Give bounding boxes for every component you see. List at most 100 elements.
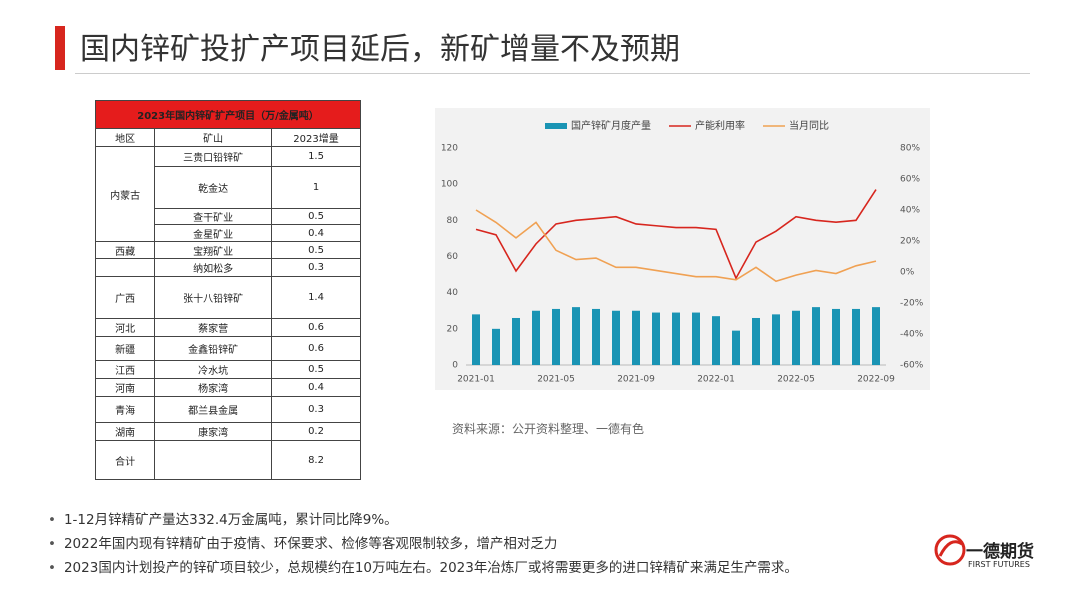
bar [472,314,480,365]
region-cell: 河南 [94,378,156,397]
bullet: 2022年国内现有锌精矿由于疫情、环保要求、检修等客观限制较多，增产相对乏力 [48,532,798,556]
bar [692,312,700,365]
mine-cell: 纳如松多 [154,258,273,277]
bar [732,330,740,365]
title-accent [55,26,65,70]
project-table: 2023年国内锌矿扩产项目（万/金属吨） 地区 矿山 2023增量 内蒙古 三贵口铅锌矿 1… [94,100,361,480]
source-note: 资料来源：公开资料整理、一德有色 [452,422,645,436]
total-row: 合计 8.2 [94,440,361,480]
line-series [475,209,877,283]
region-cell: 广西 [94,276,156,319]
table-row: 乾金达 1 [96,166,361,209]
value-cell: 0.2 [271,422,361,441]
x-tick-label: 2022-09 [857,375,895,385]
bar [512,317,520,365]
y2-tick-label: 80% [900,144,920,154]
x-tick-label: 2021-05 [537,375,575,385]
bullet: 1-12月锌精矿产量达332.4万金属吨，累计同比降9%。 [48,508,798,532]
bullet: 2023国内计划投产的锌矿项目较少，总规模约在10万吨左右。2023年冶炼厂或将… [48,556,798,580]
y2-tick-label: -20% [900,299,924,309]
bar [612,310,620,365]
bar [772,314,780,365]
table-row: 青海 都兰县金属 0.3 [94,396,361,423]
y2-tick-label: 20% [900,237,920,247]
bar [532,310,540,365]
legend-label: 产能利用率 [695,119,745,132]
total-label: 合计 [94,440,156,480]
bar [852,308,860,365]
mine-cell: 三贵口铅锌矿 [154,146,273,167]
table-row: 广西 张十八铅锌矿 1.4 [94,276,361,319]
table-row: 湖南 康家湾 0.2 [94,422,361,441]
mine-cell: 张十八铅锌矿 [154,276,273,319]
value-cell: 1.4 [271,276,361,319]
logo-subtitle: FIRST FUTURES [968,560,1030,569]
y2-tick-label: -60% [900,361,924,371]
bar [672,312,680,365]
table-row: 西藏 宝翔矿业 0.5 [94,241,361,259]
value-cell: 0.6 [271,336,361,361]
y-tick-label: 40 [447,288,459,298]
region-cell: 西藏 [94,241,156,259]
y-tick-label: 60 [447,252,459,262]
mine-cell: 蔡家营 [154,318,273,337]
total-blank [154,440,273,480]
value-cell: 0.4 [271,378,361,397]
x-tick-label: 2021-09 [617,375,655,385]
caption-row: 2023年国内锌矿扩产项目（万/金属吨） [95,100,361,129]
region-cell: 新疆 [94,336,156,361]
bar [752,317,760,365]
y2-tick-label: 0% [900,268,915,278]
logo-icon [934,534,966,566]
y-tick-label: 100 [441,180,458,190]
value-cell: 0.5 [271,360,361,379]
y-tick-label: 20 [447,324,459,334]
legend-label: 当月同比 [789,119,829,132]
header-row: 地区 矿山 2023增量 [94,128,361,147]
mine-cell: 冷水坑 [154,360,273,379]
bar [812,307,820,365]
mine-cell: 都兰县金属 [154,396,273,423]
value-cell: 0.6 [271,318,361,337]
bar [872,307,880,365]
y-tick-label: 120 [441,144,458,154]
mine-cell: 康家湾 [154,422,273,441]
table-row: 内蒙古 三贵口铅锌矿 1.5 [94,146,361,242]
bar [632,310,640,365]
legend-swatch [545,123,567,129]
bar [832,308,840,365]
logo-name: 一德期货 [966,542,1034,562]
header-cell: 地区 [94,128,156,147]
value-cell: 0.3 [271,396,361,423]
bar [712,316,720,365]
y2-tick-label: 60% [900,175,920,185]
region-cell: 湖南 [94,422,156,441]
header-cell: 矿山 [154,128,273,147]
title-rule [75,73,1030,74]
bar [492,328,500,365]
legend-label: 国产锌矿月度产量 [571,119,651,132]
mine-cell: 乾金达 [154,166,273,209]
bar [592,308,600,365]
table-row: 河北 蔡家营 0.6 [94,318,361,337]
bar [572,307,580,365]
y2-tick-label: -40% [900,330,924,340]
value-cell: 0.4 [271,224,361,242]
region-cell [94,258,156,277]
table-row: 江西 冷水坑 0.5 [94,360,361,379]
region-cell: 青海 [94,396,156,423]
y-tick-label: 0 [452,361,458,371]
y2-tick-label: 40% [900,206,920,216]
y-tick-label: 80 [447,216,459,226]
region-cell: 内蒙古 [94,146,156,242]
x-tick-label: 2022-05 [777,375,815,385]
header-cell: 2023增量 [271,128,361,147]
chart-panel [435,108,930,390]
bar [652,312,660,365]
mine-cell: 宝翔矿业 [154,241,273,259]
total-value: 8.2 [271,440,361,480]
value-cell: 1 [271,166,361,209]
value-cell: 0.5 [271,241,361,259]
mine-cell: 金星矿业 [154,224,273,242]
